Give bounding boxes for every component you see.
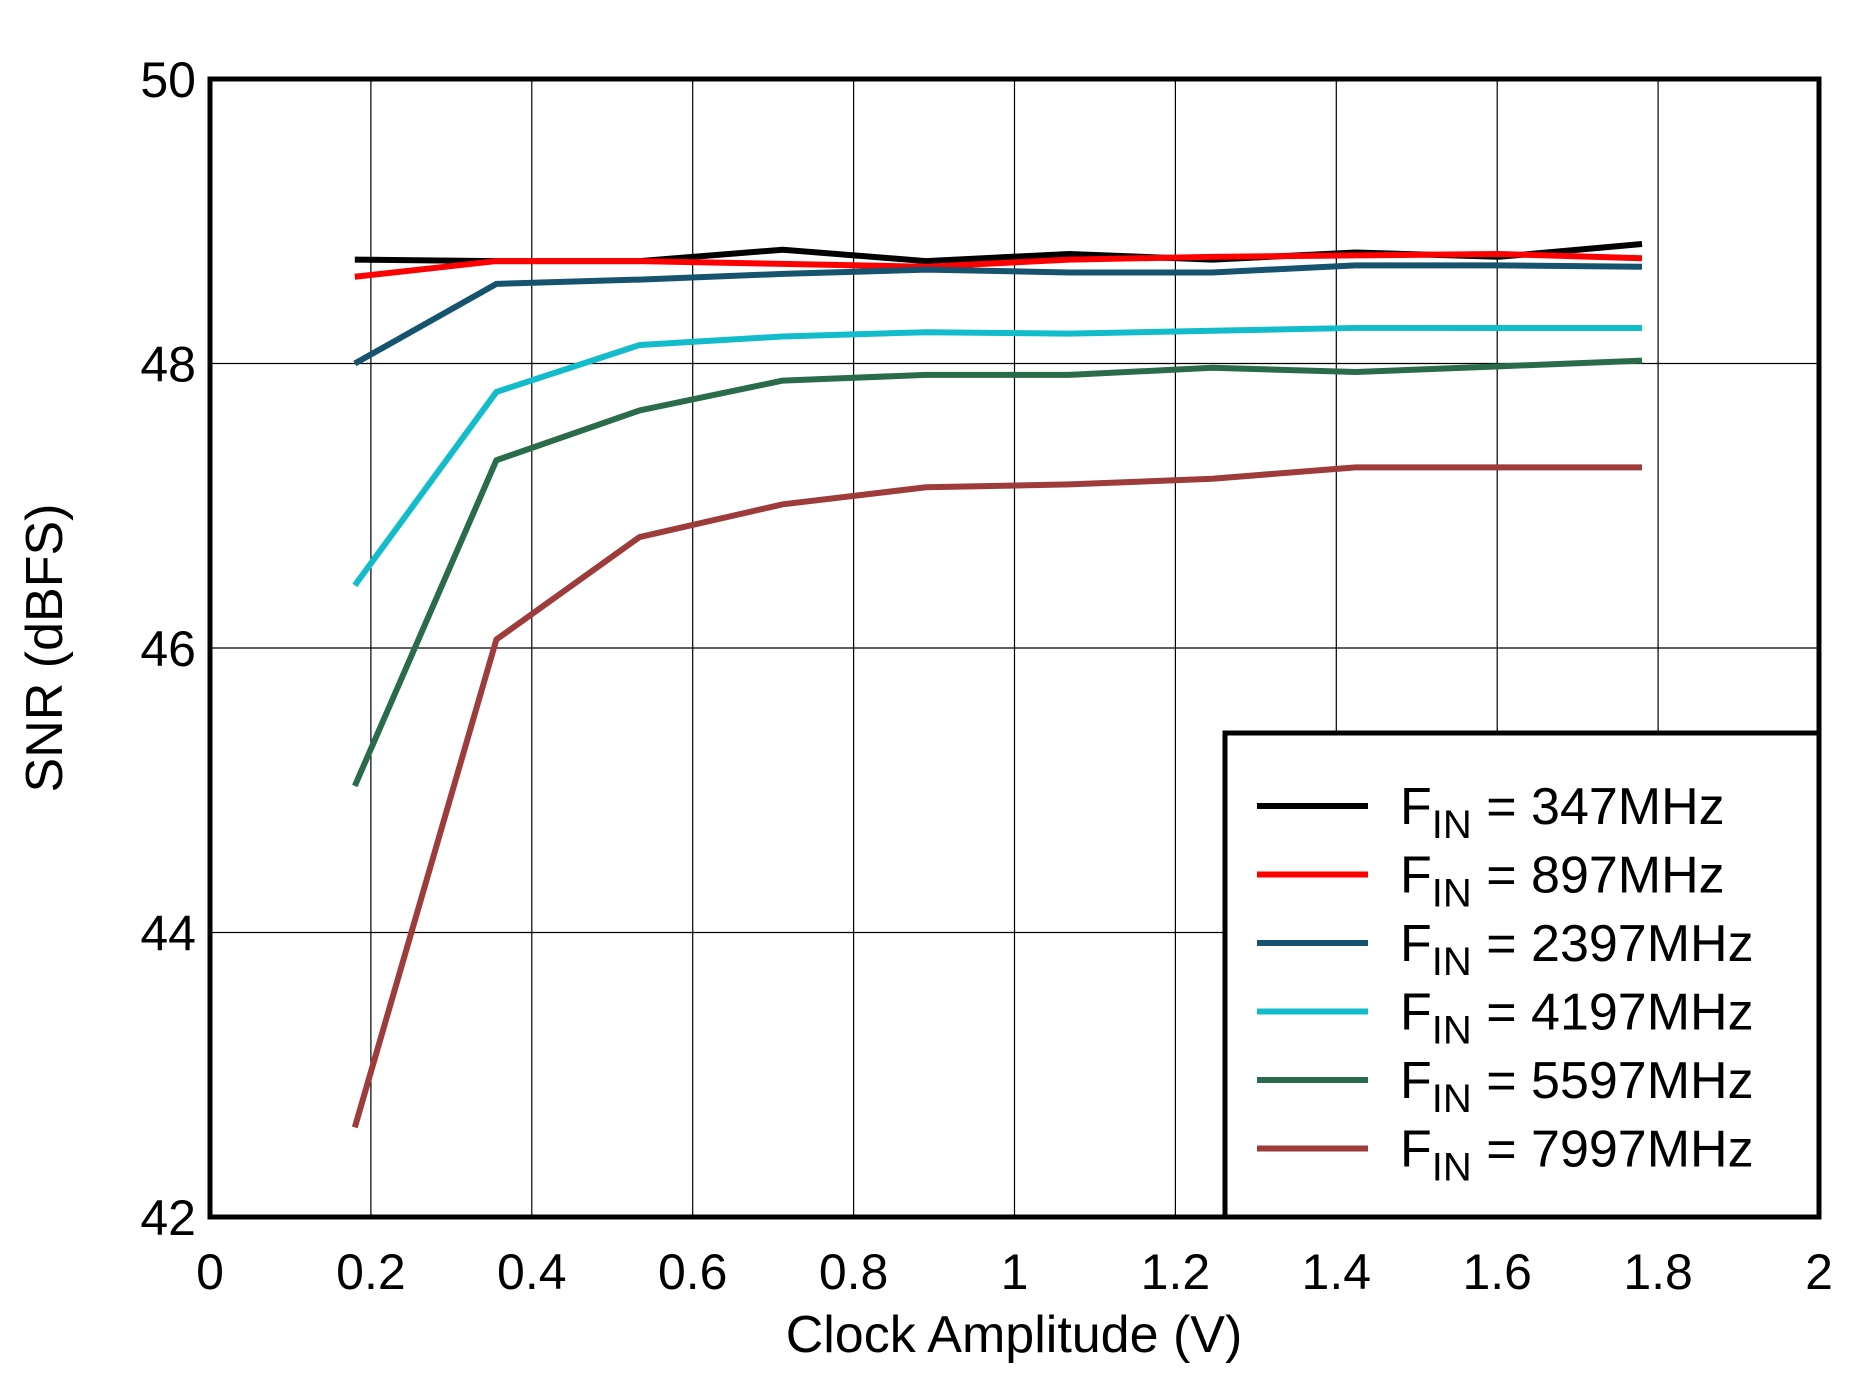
series-line (352, 357, 1643, 788)
legend-label: FIN = 897MHz (1400, 847, 1725, 916)
legend-label: FIN = 5597MHz (1400, 1052, 1754, 1121)
legend-label: FIN = 2397MHz (1400, 915, 1754, 984)
series-line (352, 324, 1643, 588)
series-line (351, 464, 1643, 1129)
series-line (354, 250, 1643, 280)
x-tick-label: 2 (1805, 1244, 1833, 1300)
x-tick-label: 1 (1001, 1244, 1029, 1300)
legend-label: FIN = 7997MHz (1400, 1121, 1754, 1190)
y-axis-title: SNR (dBFS) (16, 504, 74, 793)
legend-label: FIN = 347MHz (1400, 778, 1725, 847)
x-axis-title: Clock Amplitude (V) (786, 1306, 1243, 1364)
y-tick-label: 46 (140, 621, 196, 677)
x-tick-label: 1.6 (1462, 1244, 1532, 1300)
y-tick-label: 44 (140, 906, 196, 962)
x-tick-label: 1.8 (1623, 1244, 1693, 1300)
x-tick-label: 0 (196, 1244, 224, 1300)
x-tick-label: 0.4 (497, 1244, 567, 1300)
x-tick-label: 0.2 (336, 1244, 406, 1300)
y-tick-label: 50 (140, 52, 196, 108)
x-tick-label: 0.8 (819, 1244, 889, 1300)
legend-box (1222, 730, 1822, 1220)
y-tick-label: 42 (140, 1190, 196, 1246)
x-tick-label: 0.6 (658, 1244, 728, 1300)
x-tick-label: 1.2 (1141, 1244, 1211, 1300)
y-tick-label: 48 (140, 337, 196, 393)
legend-label: FIN = 4197MHz (1400, 984, 1754, 1053)
x-tick-label: 1.4 (1302, 1244, 1372, 1300)
plot-frame (207, 76, 1822, 1220)
series-line (353, 262, 1643, 367)
